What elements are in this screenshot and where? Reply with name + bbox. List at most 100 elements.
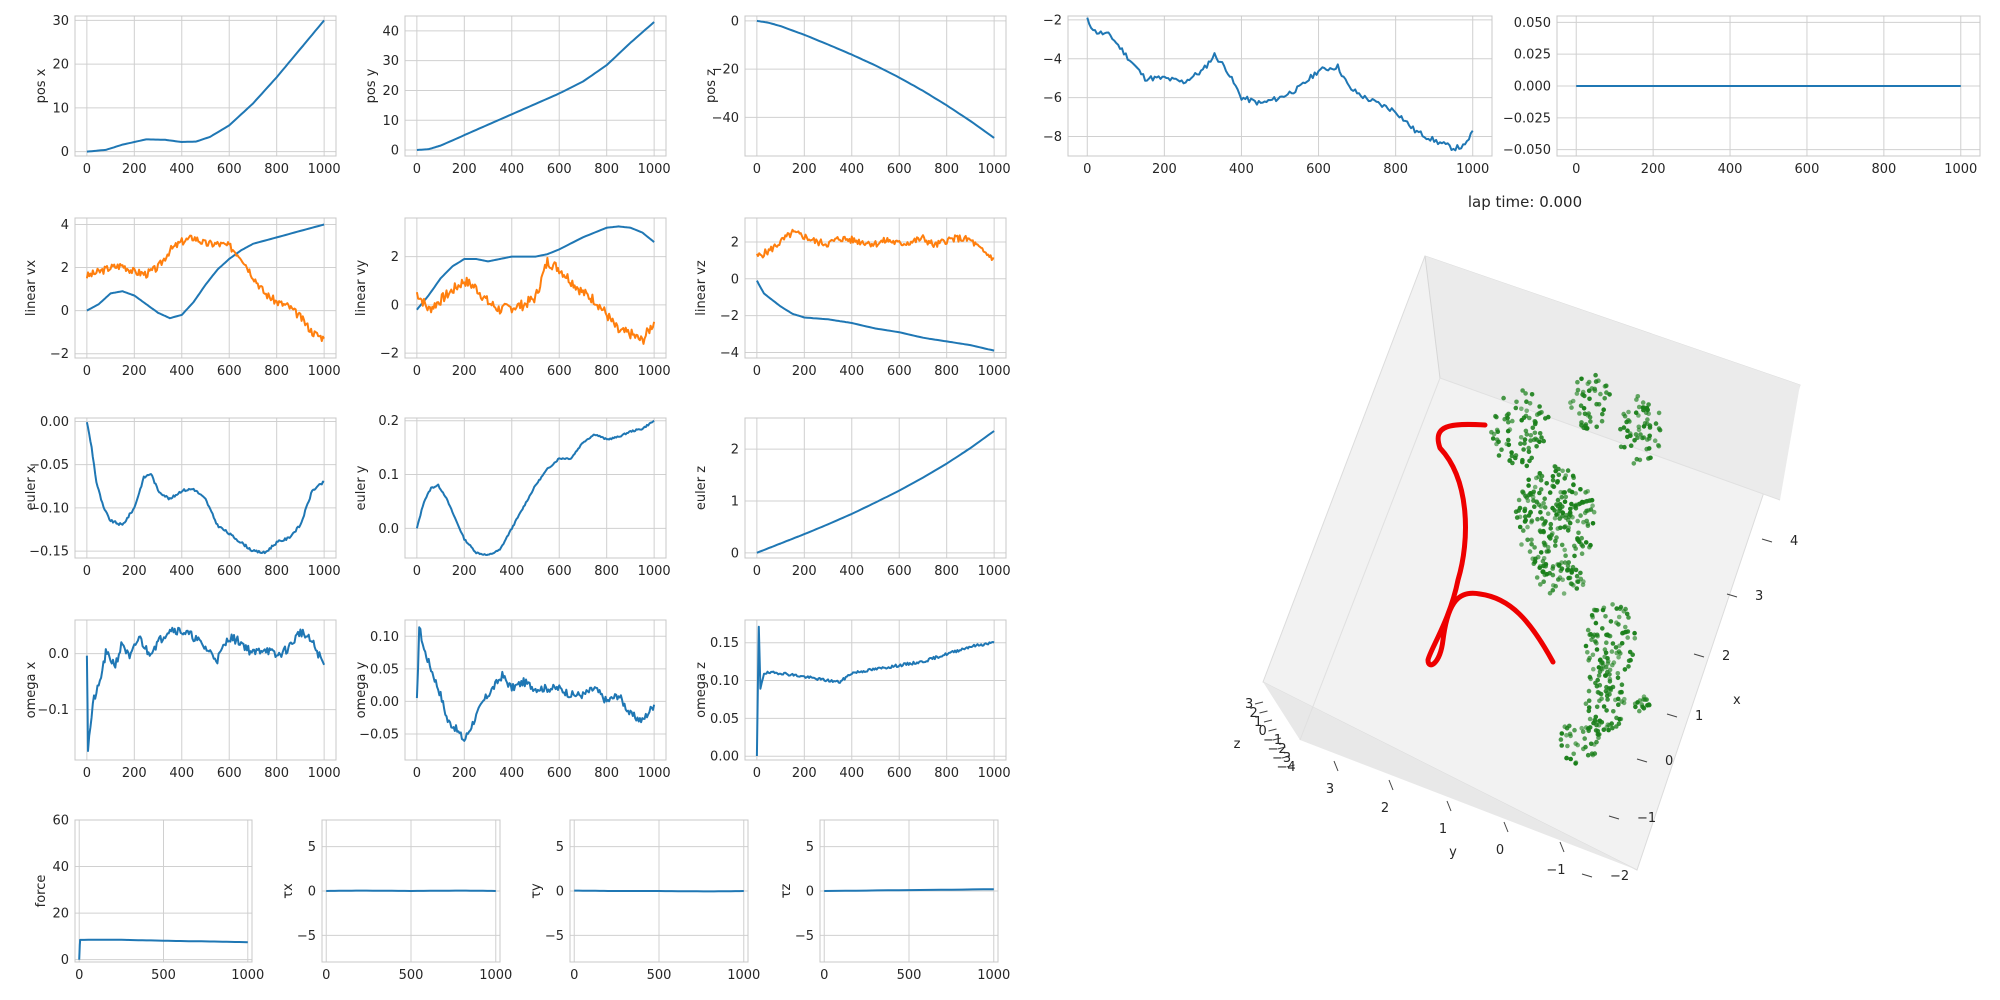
point-cloud-dot bbox=[1490, 436, 1496, 441]
point-cloud-dot bbox=[1563, 473, 1569, 478]
point-cloud-dot bbox=[1544, 549, 1550, 554]
point-cloud-dot bbox=[1565, 567, 1571, 572]
y-tick-label: 5 bbox=[556, 840, 564, 855]
y3d-tick bbox=[1446, 800, 1452, 812]
y-axis-label: pos y bbox=[364, 68, 379, 103]
y-axis-label: τy bbox=[529, 883, 544, 899]
x-tick-label: 400 bbox=[499, 162, 524, 177]
point-cloud-dot bbox=[1591, 509, 1597, 515]
point-cloud-dot bbox=[1604, 708, 1609, 713]
point-cloud-dot bbox=[1594, 641, 1599, 646]
point-cloud-dot bbox=[1538, 564, 1543, 569]
series-line-blue bbox=[756, 19, 995, 139]
x-tick-label: 400 bbox=[1229, 162, 1254, 177]
point-cloud-dot bbox=[1519, 417, 1524, 423]
x-tick-label: 1000 bbox=[1944, 162, 1977, 177]
point-cloud-dot bbox=[1567, 731, 1573, 737]
point-cloud-dot bbox=[1592, 632, 1597, 638]
x-tick-label: 600 bbox=[887, 364, 912, 379]
series-line-orange bbox=[85, 234, 325, 342]
point-cloud-dot bbox=[1626, 418, 1631, 423]
plot-linear-vy: 0 200 400 600 800 1000 2 0 −2 linear vy bbox=[354, 217, 671, 379]
y-tick-label: 0.05 bbox=[710, 712, 739, 727]
y-tick-label: 40 bbox=[52, 860, 69, 875]
point-cloud-dot bbox=[1564, 755, 1569, 761]
point-cloud-dot bbox=[1572, 543, 1577, 549]
point-cloud-dot bbox=[1580, 729, 1586, 734]
point-cloud-dot bbox=[1586, 508, 1591, 513]
x-tick-label: 1000 bbox=[978, 564, 1011, 579]
point-cloud-dot bbox=[1605, 656, 1610, 661]
point-cloud-dot bbox=[1608, 619, 1614, 624]
x-tick-label: 600 bbox=[547, 162, 572, 177]
y-tick-label: −5 bbox=[545, 929, 564, 944]
point-cloud-dot bbox=[1652, 438, 1658, 444]
point-cloud-dot bbox=[1624, 611, 1630, 617]
plot-frame bbox=[819, 819, 999, 963]
point-cloud-dot bbox=[1583, 725, 1589, 730]
y-axis-label: τz bbox=[779, 884, 794, 899]
point-cloud-dot bbox=[1572, 553, 1577, 559]
point-cloud-dot bbox=[1593, 607, 1598, 613]
y-tick-label: 10 bbox=[382, 114, 399, 129]
y-tick-label: 0.050 bbox=[1514, 16, 1551, 31]
plot-frame bbox=[404, 619, 667, 761]
point-cloud-dot bbox=[1501, 395, 1506, 401]
point-cloud-dot bbox=[1506, 411, 1511, 417]
y3d-tick-label: 3 bbox=[1326, 782, 1334, 797]
point-cloud-dot bbox=[1537, 431, 1543, 436]
point-cloud-dot bbox=[1581, 519, 1586, 525]
point-cloud-dot bbox=[1625, 434, 1630, 440]
point-cloud-dot bbox=[1610, 725, 1615, 731]
point-cloud-dot bbox=[1532, 421, 1538, 427]
point-cloud-dot bbox=[1529, 537, 1534, 543]
point-cloud-dot bbox=[1646, 402, 1651, 407]
point-cloud-dot bbox=[1585, 650, 1590, 655]
x-tick-label: 1000 bbox=[308, 564, 341, 579]
point-cloud-dot bbox=[1632, 630, 1637, 636]
point-cloud-dot bbox=[1583, 643, 1589, 649]
x-tick-label: 1000 bbox=[308, 364, 341, 379]
plot-frame bbox=[74, 217, 337, 359]
point-cloud-dot bbox=[1579, 420, 1584, 425]
y-tick-label: −0.10 bbox=[29, 501, 69, 516]
y-tick-label: 4 bbox=[61, 218, 69, 233]
point-cloud-dot bbox=[1539, 410, 1544, 415]
point-cloud-dot bbox=[1562, 560, 1568, 565]
point-cloud-dot bbox=[1565, 528, 1571, 533]
point-cloud-dot bbox=[1657, 427, 1663, 433]
x-tick-label: 600 bbox=[217, 564, 242, 579]
x-tick-label: 400 bbox=[169, 364, 194, 379]
plot-pos-x: 0 200 400 600 800 1000 0 10 20 30 pos x bbox=[34, 14, 341, 177]
point-cloud-dot bbox=[1635, 700, 1640, 705]
point-cloud-dot bbox=[1554, 535, 1559, 540]
x-tick-label: 1000 bbox=[977, 968, 1010, 983]
x-tick-label: 0 bbox=[413, 766, 421, 781]
y-tick-label: 0 bbox=[61, 953, 69, 968]
point-cloud-dot bbox=[1524, 463, 1530, 469]
point-cloud-dot bbox=[1540, 558, 1546, 564]
3d-floor-edge bbox=[1263, 682, 1637, 870]
point-cloud-dot bbox=[1590, 752, 1596, 758]
point-cloud-dot bbox=[1575, 387, 1581, 393]
point-cloud-dot bbox=[1569, 405, 1574, 410]
point-cloud-dot bbox=[1594, 739, 1599, 745]
point-cloud-dot bbox=[1555, 479, 1560, 484]
x-tick-label: 1000 bbox=[638, 766, 671, 781]
point-cloud-dot bbox=[1532, 504, 1537, 510]
z3d-tick-label: 3 bbox=[1245, 697, 1253, 712]
point-cloud-dot bbox=[1623, 624, 1628, 630]
point-cloud-dot bbox=[1535, 516, 1540, 522]
point-cloud-dot bbox=[1521, 447, 1526, 452]
point-cloud-dot bbox=[1531, 437, 1537, 443]
x-tick-label: 1000 bbox=[231, 968, 264, 983]
point-cloud-dot bbox=[1590, 614, 1595, 620]
y3d-tick-label: −1 bbox=[1546, 863, 1565, 878]
x-tick-label: 0 bbox=[1083, 162, 1091, 177]
y-tick-label: −2 bbox=[50, 347, 69, 362]
series-line-blue bbox=[415, 626, 656, 742]
y-tick-label: −2 bbox=[1043, 13, 1062, 28]
point-cloud-dot bbox=[1615, 671, 1621, 676]
point-cloud-dot bbox=[1538, 510, 1543, 515]
point-cloud-dot bbox=[1626, 615, 1631, 620]
